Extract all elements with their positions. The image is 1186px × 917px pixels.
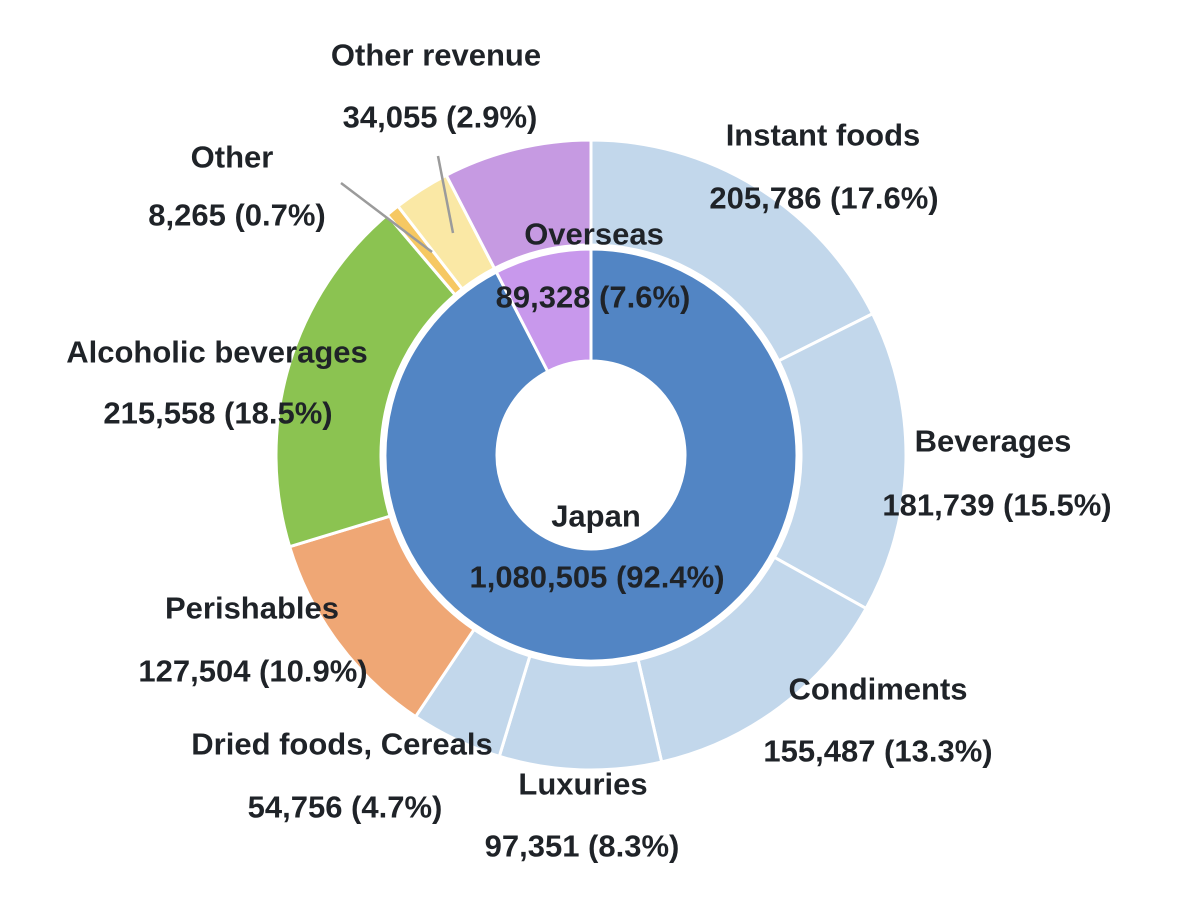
label-overseas-name: Overseas (524, 216, 664, 252)
label-instant-foods-name: Instant foods (725, 117, 921, 153)
label-overseas-value: 89,328 (7.6%) (495, 279, 691, 315)
label-other-revenue-name: Other revenue (330, 37, 542, 73)
label-perishables-name: Perishables (164, 590, 340, 626)
segment-japan (383, 247, 799, 663)
leader-line-other-revenue (436, 155, 455, 234)
label-japan-name: Japan (551, 498, 641, 534)
label-luxuries-value: 97,351 (8.3%) (484, 828, 680, 864)
label-other-revenue-value: 34,055 (2.9%) (342, 99, 538, 135)
label-condiments-value: 155,487 (13.3%) (763, 733, 993, 769)
label-perishables-value: 127,504 (10.9%) (138, 653, 368, 689)
label-condiments-name: Condiments (788, 671, 968, 707)
donut-segments (274, 138, 908, 772)
label-other-name: Other (190, 139, 274, 175)
label-dried-foods-value: 54,756 (4.7%) (247, 789, 443, 825)
label-alcoholic-beverages-value: 215,558 (18.5%) (103, 395, 333, 431)
label-instant-foods-value: 205,786 (17.6%) (709, 180, 939, 216)
label-luxuries-name: Luxuries (518, 766, 648, 802)
label-japan-value: 1,080,505 (92.4%) (469, 559, 725, 595)
label-other-value: 8,265 (0.7%) (148, 197, 326, 233)
segment-overseas (494, 247, 593, 374)
segment-overseas-outer (444, 138, 593, 270)
label-alcoholic-beverages-name: Alcoholic beverages (66, 334, 368, 370)
label-dried-foods-name: Dried foods, Cereals (191, 726, 493, 762)
label-beverages-name: Beverages (914, 423, 1072, 459)
leader-line-other (340, 182, 433, 253)
label-beverages-value: 181,739 (15.5%) (882, 487, 1112, 523)
